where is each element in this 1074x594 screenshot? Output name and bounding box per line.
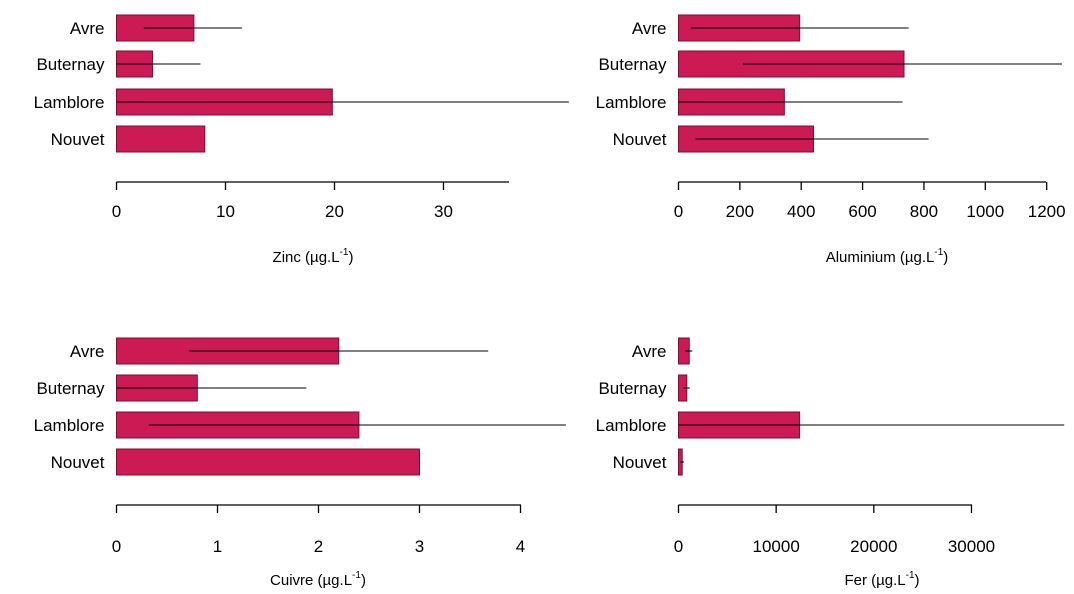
category-label: Lamblore <box>596 416 667 435</box>
category-label: Buternay <box>598 379 667 398</box>
category-label: Avre <box>70 19 105 38</box>
category-label: Avre <box>70 342 105 361</box>
panel-1: Avre Buternay Lamblore Nouvet 0 10 20 30 Zinc (µ… <box>34 14 569 266</box>
tick-label: 2 <box>314 537 323 556</box>
tick-label: 0 <box>112 537 121 556</box>
tick-label: 1200 <box>1028 202 1066 221</box>
category-label: Buternay <box>36 55 105 74</box>
tick-label: 0 <box>674 537 683 556</box>
panel-2: Avre Buternay Lamblore Nouvet 0 200 400 600 800 1… <box>596 14 1066 266</box>
tick-label: 4 <box>516 537 525 556</box>
x-axis-title: Fer (µg.L-1) <box>844 570 919 589</box>
category-label: Buternay <box>598 55 667 74</box>
tick-label: 1 <box>213 537 222 556</box>
bar <box>116 125 206 153</box>
panel-4: Avre Buternay Lamblore Nouvet 0 10000 20000 300… <box>596 337 1065 589</box>
tick-label: 400 <box>787 202 815 221</box>
tick-label: 30 <box>434 202 453 221</box>
tick-label: 1000 <box>966 202 1004 221</box>
tick-label: 10 <box>216 202 235 221</box>
x-axis-title: Aluminium (µg.L-1) <box>826 247 949 266</box>
tick-label: 600 <box>848 202 876 221</box>
category-label: Lamblore <box>34 93 105 112</box>
x-axis-title: Zinc (µg.L-1) <box>273 247 354 266</box>
tick-label: 3 <box>415 537 424 556</box>
tick-label: 30000 <box>948 537 995 556</box>
panel-3: Avre Buternay Lamblore Nouvet 0 1 2 3 4 Cuivre (µ… <box>34 337 566 589</box>
category-label: Avre <box>632 19 667 38</box>
category-label: Nouvet <box>613 453 667 472</box>
tick-label: 800 <box>910 202 938 221</box>
x-axis-title: Cuivre (µg.L-1) <box>270 570 366 589</box>
category-label: Nouvet <box>613 130 667 149</box>
category-label: Avre <box>632 342 667 361</box>
tick-label: 20000 <box>850 537 897 556</box>
category-label: Lamblore <box>34 416 105 435</box>
tick-label: 20 <box>325 202 344 221</box>
category-label: Lamblore <box>596 93 667 112</box>
tick-label: 0 <box>112 202 121 221</box>
category-label: Buternay <box>36 379 105 398</box>
category-label: Nouvet <box>51 130 105 149</box>
tick-label: 10000 <box>753 537 800 556</box>
tick-label: 0 <box>674 202 683 221</box>
tick-label: 200 <box>726 202 754 221</box>
bar <box>116 448 420 476</box>
category-label: Nouvet <box>51 453 105 472</box>
